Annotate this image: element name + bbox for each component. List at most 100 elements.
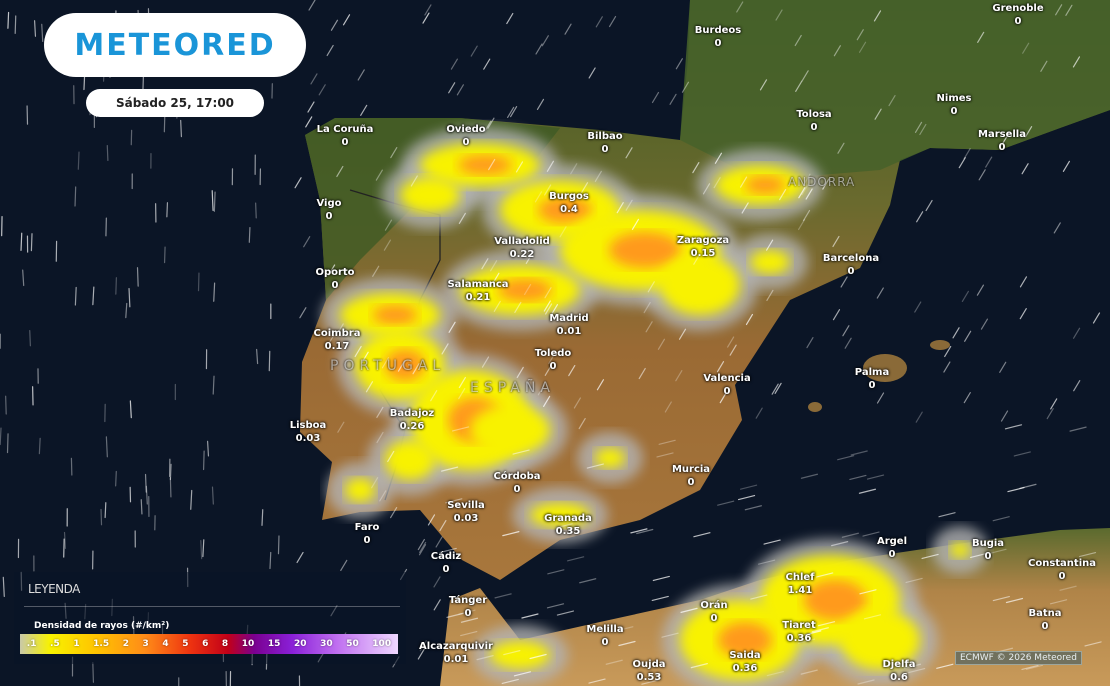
- wind-streak: [212, 375, 215, 395]
- city-name: Tánger: [448, 595, 488, 606]
- wind-streak: [652, 575, 670, 582]
- wind-streak: [445, 498, 463, 504]
- wind-streak: [1022, 42, 1030, 54]
- wind-streak: [514, 301, 522, 314]
- wind-streak: [340, 559, 348, 572]
- wind-streak: [41, 23, 44, 43]
- city-marker[interactable]: La Coruña 0: [317, 123, 374, 149]
- city-marker[interactable]: Salamanca 0.21: [447, 278, 508, 304]
- city-lightning-value: 0.01: [556, 326, 582, 337]
- wind-streak: [105, 436, 108, 458]
- wind-streak: [372, 265, 380, 277]
- city-marker[interactable]: Barcelona 0: [823, 252, 879, 278]
- wind-streak: [458, 609, 476, 615]
- city-marker[interactable]: Coimbra 0.17: [314, 327, 361, 353]
- city-marker[interactable]: Burgos 0.4: [549, 190, 589, 216]
- wind-streak: [487, 117, 495, 129]
- wind-streak: [307, 101, 315, 113]
- wind-streak: [811, 627, 829, 633]
- wind-streak: [74, 186, 77, 207]
- city-marker[interactable]: Valencia 0: [703, 372, 750, 398]
- wind-streak: [83, 74, 86, 91]
- legend-tick: 3: [142, 639, 149, 649]
- storm-core: [530, 503, 590, 527]
- wind-streak: [714, 152, 723, 164]
- wind-streak: [1019, 276, 1028, 288]
- city-marker[interactable]: Alcazarquivir 0.01: [419, 640, 493, 666]
- city-lightning-value: 0: [810, 122, 818, 133]
- wind-streak: [327, 334, 335, 346]
- wind-streak: [484, 120, 492, 132]
- wind-streak: [693, 253, 701, 265]
- city-marker[interactable]: Córdoba 0: [493, 470, 540, 496]
- city-marker[interactable]: Zaragoza 0.15: [677, 234, 729, 260]
- wind-streak: [342, 14, 351, 26]
- wind-streak: [717, 500, 735, 506]
- city-marker[interactable]: Palma 0: [855, 366, 889, 392]
- city-marker[interactable]: Badajoz 0.26: [390, 407, 434, 433]
- city-marker[interactable]: Argel 0: [877, 535, 907, 561]
- city-marker[interactable]: Grenoble 0: [992, 2, 1043, 28]
- city-marker[interactable]: Oujda 0.53: [633, 658, 666, 684]
- city-name: Grenoble: [992, 3, 1044, 14]
- storm-intense: [498, 278, 552, 302]
- wind-streak: [534, 191, 543, 203]
- city-marker[interactable]: Tánger 0: [449, 594, 487, 620]
- city-marker[interactable]: Toledo 0: [535, 347, 572, 373]
- city-marker[interactable]: Saida 0.36: [729, 649, 760, 675]
- city-marker[interactable]: Batna 0: [1028, 607, 1061, 633]
- wind-streak: [361, 351, 369, 363]
- city-name: Faro: [354, 522, 380, 533]
- legend-tick: 8: [221, 639, 229, 649]
- wind-streak: [536, 98, 545, 110]
- land-france-green: [680, 0, 1110, 180]
- wind-streak: [608, 15, 617, 28]
- city-marker[interactable]: Sevilla 0.03: [447, 499, 485, 525]
- city-marker[interactable]: Orán 0: [700, 599, 727, 625]
- city-marker[interactable]: Lisboa 0.03: [290, 419, 327, 445]
- city-marker[interactable]: Tiaret 0.36: [782, 619, 816, 645]
- city-marker[interactable]: Madrid 0.01: [549, 312, 588, 338]
- city-marker[interactable]: Valladolid 0.22: [494, 235, 550, 261]
- city-marker[interactable]: Granada 0.35: [544, 512, 592, 538]
- storm-core: [750, 250, 790, 274]
- lightning-density-layer: [322, 127, 988, 686]
- storm-intense: [609, 232, 681, 268]
- wind-streak: [501, 678, 519, 685]
- wind-streak: [745, 313, 754, 326]
- city-lightning-value: 0: [363, 535, 371, 546]
- wind-streak: [20, 232, 23, 251]
- city-marker[interactable]: Tolosa 0: [796, 108, 831, 134]
- wind-streak: [915, 411, 923, 423]
- city-name: La Coruña: [316, 124, 374, 135]
- city-marker[interactable]: Bilbao 0: [587, 130, 622, 156]
- city-marker[interactable]: Constantina 0: [1028, 557, 1096, 583]
- city-marker[interactable]: Murcia 0: [672, 463, 710, 489]
- storm-intense: [718, 622, 772, 658]
- city-marker[interactable]: Burdeos 0: [695, 24, 741, 50]
- city-marker[interactable]: Bugia 0: [972, 537, 1004, 563]
- wind-streak: [510, 106, 518, 118]
- city-marker[interactable]: Chlef 1.41: [785, 571, 814, 597]
- city-marker[interactable]: Vigo 0: [316, 197, 341, 223]
- wind-streak: [513, 671, 532, 677]
- wind-streak: [2, 576, 5, 598]
- wind-streak: [550, 303, 559, 316]
- city-marker[interactable]: Oviedo 0: [446, 123, 485, 149]
- wind-streak: [115, 470, 117, 487]
- wind-streak: [547, 569, 565, 575]
- wind-streak: [564, 23, 572, 35]
- city-marker[interactable]: Melilla 0: [586, 623, 623, 649]
- wind-streak: [936, 663, 954, 669]
- city-marker[interactable]: Nimes 0: [937, 92, 972, 118]
- city-lightning-value: 0: [513, 484, 521, 495]
- city-marker[interactable]: Oporto 0: [315, 266, 354, 292]
- city-lightning-value: 0: [1058, 571, 1066, 582]
- city-marker[interactable]: Faro 0: [355, 521, 380, 547]
- city-marker[interactable]: Djelfa 0.6: [882, 658, 915, 684]
- city-marker[interactable]: Cádiz 0: [431, 550, 462, 576]
- wind-streak: [801, 70, 809, 82]
- city-marker[interactable]: Marsella 0: [978, 128, 1026, 154]
- legend-divider: [24, 606, 400, 607]
